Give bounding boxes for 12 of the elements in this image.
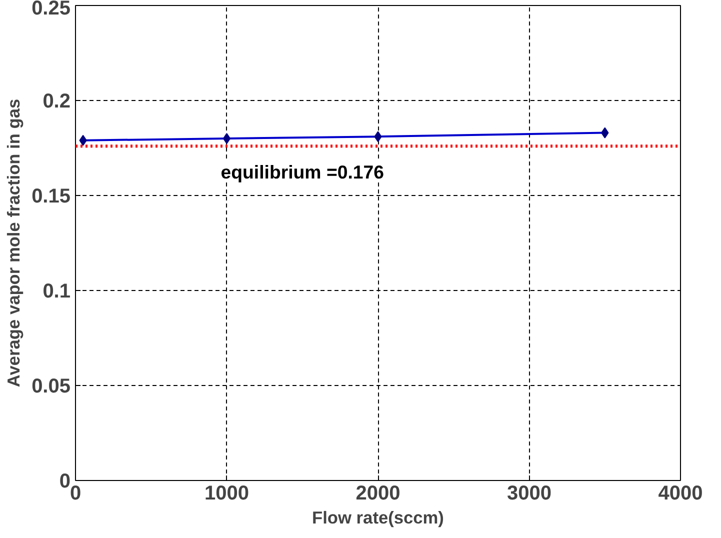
- x-tick-label: 1000: [204, 482, 250, 504]
- ref-line-label: equilibrium =0.176: [220, 161, 384, 182]
- y-tick-label: 0.25: [32, 0, 71, 20]
- y-axis-title: Average vapor mole fraction in gas: [4, 98, 24, 388]
- y-tick-label: 0.1: [42, 280, 71, 302]
- y-tick-label: 0.15: [32, 186, 71, 208]
- x-tick-label: 3000: [507, 482, 552, 504]
- y-tick-label: 0.05: [32, 376, 71, 398]
- y-tick-label: 0.2: [42, 90, 71, 112]
- x-axis-title: Flow rate(sccm): [312, 508, 444, 528]
- x-tick-label: 4000: [658, 482, 703, 504]
- x-tick-label: 2000: [356, 482, 400, 504]
